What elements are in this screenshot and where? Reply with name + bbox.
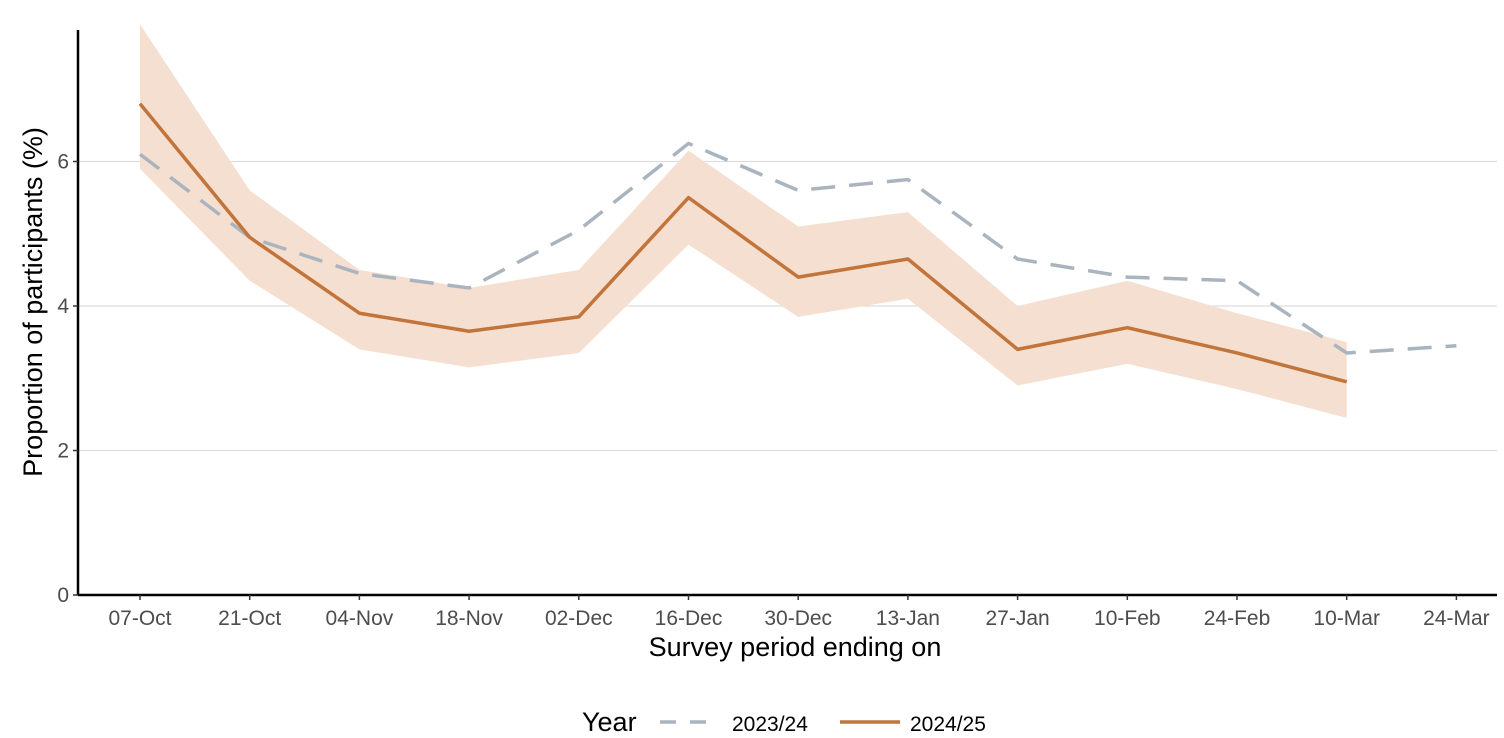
y-tick-label-2: 2 xyxy=(57,440,69,463)
x-tick-label-24-Feb: 24-Feb xyxy=(1204,607,1271,630)
x-tick-label-30-Dec: 30-Dec xyxy=(764,607,832,630)
y-tick-label-6: 6 xyxy=(57,151,69,174)
x-tick-label-24-Mar: 24-Mar xyxy=(1423,607,1490,630)
x-tick-label-04-Nov: 04-Nov xyxy=(326,607,394,630)
x-tick-label-13-Jan: 13-Jan xyxy=(876,607,940,630)
legend-title: Year xyxy=(582,707,637,737)
axes xyxy=(76,30,1497,597)
x-tick-label-21-Oct: 21-Oct xyxy=(218,607,281,630)
ci-band-2024/25 xyxy=(140,24,1347,418)
series-lines xyxy=(138,102,1457,384)
legend-items: 2023/24 2024/25 xyxy=(660,713,986,736)
legend-label-2023/24: 2023/24 xyxy=(732,713,808,736)
legend-label-2024/25: 2024/25 xyxy=(910,713,986,736)
x-tick-label-16-Dec: 16-Dec xyxy=(655,607,723,630)
x-tick-label-10-Mar: 10-Mar xyxy=(1313,607,1380,630)
x-tick-label-10-Feb: 10-Feb xyxy=(1094,607,1161,630)
x-tick-label-07-Oct: 07-Oct xyxy=(108,607,171,630)
y-tick-label-4: 4 xyxy=(57,295,69,318)
x-axis-title: Survey period ending on xyxy=(649,632,942,662)
series-line-2024/25 xyxy=(138,102,1348,384)
x-tick-label-18-Nov: 18-Nov xyxy=(435,607,503,630)
y-axis-title: Proportion of participants (%) xyxy=(18,127,48,477)
legend: Year 2023/24 2024/25 xyxy=(582,707,986,737)
x-tick-labels: 07-Oct 21-Oct 04-Nov 18-Nov 02-Dec 16-Dec 30-D… xyxy=(108,595,1490,630)
y-tick-label-0: 0 xyxy=(57,584,69,607)
x-tick-label-02-Dec: 02-Dec xyxy=(545,607,613,630)
y-tick-labels: 0 2 4 6 xyxy=(57,151,78,607)
confidence-bands xyxy=(140,24,1347,418)
x-tick-label-27-Jan: 27-Jan xyxy=(985,607,1049,630)
